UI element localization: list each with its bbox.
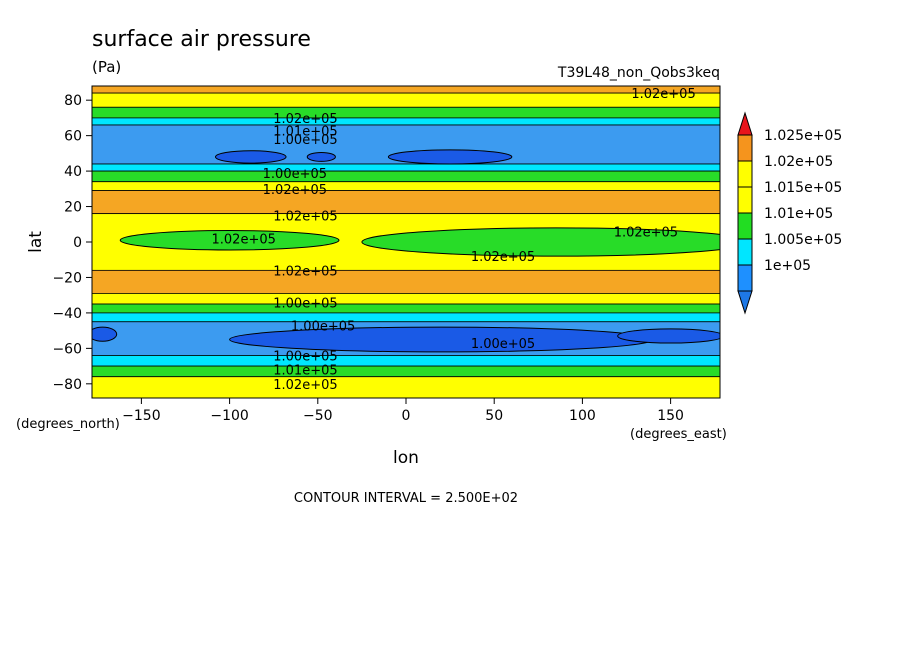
contour-region [119, 229, 340, 251]
run-label: T39L48_non_Qobs3keq [557, 65, 720, 81]
y-tick-label: −20 [52, 270, 82, 286]
x-tick-label: 0 [402, 408, 411, 424]
y-tick-label: −80 [52, 377, 82, 393]
legend-label: 1.025e+05 [764, 128, 842, 144]
contour-label: 1.00e+05 [273, 133, 337, 148]
contour-label: 1.00e+05 [471, 337, 535, 352]
y-tick-label: 40 [64, 164, 82, 180]
y-tick-label: 60 [64, 129, 82, 145]
x-tick-label: −150 [122, 408, 160, 424]
y-units-label: (degrees_north) [16, 417, 120, 432]
lat-band [92, 106, 720, 119]
x-units-label: (degrees_east) [630, 427, 727, 442]
legend-swatch [737, 160, 753, 188]
contour-labels: 1.02e+051.02e+051.01e+051.00e+051.00e+05… [212, 87, 696, 393]
contour-label: 1.02e+05 [631, 87, 695, 102]
x-tick-label: 150 [657, 408, 684, 424]
lat-band [92, 170, 720, 183]
legend-swatch [737, 212, 753, 240]
contour-label: 1.02e+05 [273, 264, 337, 279]
contour-label: 1.02e+05 [212, 232, 276, 247]
legend-swatch [737, 134, 753, 162]
legend-swatch [737, 238, 753, 266]
legend-label: 1.005e+05 [764, 232, 842, 248]
lat-band [92, 293, 720, 305]
color-legend: 1.025e+05 1.02e+05 1.015e+05 1.01e+05 1.005e… [737, 111, 842, 315]
legend-under-triangle [737, 290, 753, 315]
contour-region [387, 149, 513, 165]
contour-label: 1.00e+05 [273, 349, 337, 364]
lat-band [92, 163, 720, 172]
contour-label: 1.01e+05 [273, 364, 337, 379]
contour-label: 1.02e+05 [614, 225, 678, 240]
plot-area [92, 86, 720, 398]
y-tick-label: −60 [52, 341, 82, 357]
contour-region [214, 150, 287, 164]
y-axis-label: lat [26, 231, 46, 253]
y-tick-label: 20 [64, 200, 82, 216]
contour-label: 1.00e+05 [263, 167, 327, 182]
contour-label: 1.02e+05 [273, 378, 337, 393]
legend-over-triangle [737, 111, 753, 136]
x-tick-label: 50 [485, 408, 503, 424]
legend-swatch [737, 264, 753, 292]
contour-label: 1.00e+05 [291, 319, 355, 334]
contour-region [306, 151, 336, 162]
lat-band [92, 376, 720, 398]
units-label: (Pa) [92, 58, 121, 76]
contour-label: 1.02e+05 [471, 250, 535, 265]
y-tick-label: −40 [52, 306, 82, 322]
contour-interval: CONTOUR INTERVAL = 2.500E+02 [294, 491, 518, 506]
lat-band [92, 190, 720, 215]
lat-band [92, 86, 720, 94]
lat-band [92, 303, 720, 314]
axes: −150 −100 −50 0 50 100 150 −80 −60 −40 −20 0 20 40 60 8… [52, 93, 684, 424]
legend-label: 1.02e+05 [764, 154, 833, 170]
legend-label: 1e+05 [764, 258, 811, 274]
contour-label: 1.01e+05 [273, 124, 337, 139]
x-tick-label: −50 [303, 408, 333, 424]
contour-label: 1.02e+05 [263, 183, 327, 198]
lat-band [92, 355, 720, 367]
chart-title: surface air pressure [92, 27, 311, 52]
lat-band [92, 181, 720, 191]
contour-region [361, 227, 720, 257]
y-tick-label: 0 [73, 235, 82, 251]
contour-region [617, 328, 720, 344]
x-tick-label: 100 [569, 408, 596, 424]
contour-region [92, 326, 118, 342]
lat-band [92, 312, 720, 323]
y-tick-label: 80 [64, 93, 82, 109]
lat-band [92, 365, 720, 378]
legend-label: 1.015e+05 [764, 180, 842, 196]
lat-band [92, 117, 720, 126]
x-axis-label: lon [393, 448, 419, 468]
legend-swatch [737, 186, 753, 214]
legend-label: 1.01e+05 [764, 206, 833, 222]
contour-label: 1.02e+05 [273, 209, 337, 224]
lat-band [92, 92, 720, 108]
contour-label: 1.02e+05 [273, 112, 337, 127]
contour-label: 1.00e+05 [273, 296, 337, 311]
lat-band [92, 269, 720, 294]
x-tick-label: −100 [210, 408, 248, 424]
